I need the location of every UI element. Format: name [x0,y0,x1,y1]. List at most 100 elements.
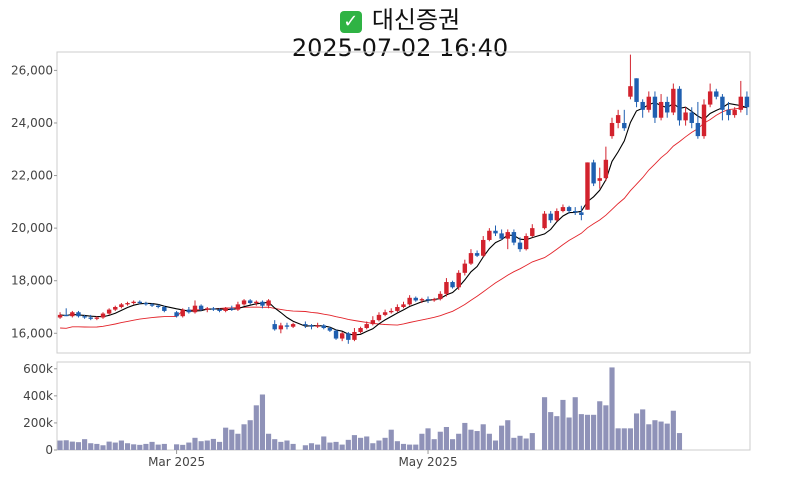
candle [88,314,93,321]
volume-bar [640,409,646,450]
candle [726,101,731,121]
candle [137,300,142,305]
volume-bar [676,433,683,450]
candle [560,204,566,213]
candle [462,259,468,276]
volume-y-tick-label: 600k [23,362,53,376]
volume-y-tick-label: 200k [23,416,53,430]
check-mark-icon: ✓ [339,11,362,33]
candle [677,86,682,126]
volume-bar [505,420,511,450]
volume-bar [376,440,382,450]
candle [603,146,609,181]
volume-bar [333,441,339,450]
candle [413,296,418,302]
candle [665,96,670,118]
volume-bar [652,420,658,450]
candle [346,331,351,344]
stock-name: 대신증권 [371,6,461,34]
volume-bar [658,421,664,450]
volume-bar [149,441,155,450]
ma5-line [60,101,748,336]
price-y-tick-label: 26,000 [11,63,53,77]
volume-bar [192,437,198,450]
volume-bar [266,433,272,450]
candle [327,326,333,332]
volume-bar [443,426,450,450]
volume-bar [131,444,137,450]
candle [683,107,688,126]
x-tick-label: Mar 2025 [148,455,205,469]
volume-bar [591,414,597,450]
volume-bar [216,441,223,450]
price-y-tick-label: 18,000 [11,274,53,288]
candle [493,225,498,237]
candle [241,299,247,306]
volume-bar [57,440,63,450]
volume-bar [290,443,296,450]
candle [333,329,339,340]
volume-bar [578,414,584,450]
candle [744,91,750,116]
candle [94,316,100,321]
volume-y-tick-label: 0 [45,443,53,457]
volume-bar [584,414,591,450]
candle [217,308,222,313]
candle [272,320,277,331]
candle [125,301,130,306]
candle [192,300,198,314]
candle [247,299,253,305]
volume-bar [517,435,523,450]
volume-bar [560,399,566,450]
candle [566,205,572,214]
volume-bar [603,405,609,450]
volume-bar [437,431,443,450]
candle [57,312,63,319]
candle [303,321,308,329]
volume-bar [241,424,247,450]
volume-plot-frame [56,361,751,451]
volume-bar [609,367,615,450]
volume-bar [88,443,94,450]
candle [579,205,584,221]
candle [481,236,486,258]
volume-bar [486,433,492,450]
candle [290,322,296,329]
candle [235,301,241,311]
candle [517,237,523,252]
volume-bar [615,428,621,450]
candle [100,312,106,319]
price-y-tick-label: 16,000 [11,326,53,340]
candle [382,309,388,317]
volume-bar [462,422,468,450]
candle [419,297,425,304]
volume-bar [272,439,278,450]
volume-bar [278,441,284,450]
candle [530,224,535,238]
candle [370,316,376,326]
candle [389,308,394,314]
volume-bar [664,423,670,450]
volume-bar [425,428,431,450]
candle [689,107,694,129]
candle [425,296,431,304]
candle [658,94,664,121]
volume-bar [511,437,517,450]
volume-bar [400,443,407,450]
volume-bar [492,440,499,450]
volume-bar [124,443,131,450]
candle [542,211,547,230]
volume-bar [82,439,88,450]
candle [395,304,400,313]
candle [278,322,284,334]
candle [474,250,480,258]
volume-bar [161,443,167,450]
candle [431,297,437,302]
price-y-tick-label: 22,000 [11,169,53,183]
volume-bar [480,424,486,450]
candle [266,299,271,309]
ma20-line [60,106,747,329]
volume-bar [449,439,456,450]
candle [205,306,210,313]
